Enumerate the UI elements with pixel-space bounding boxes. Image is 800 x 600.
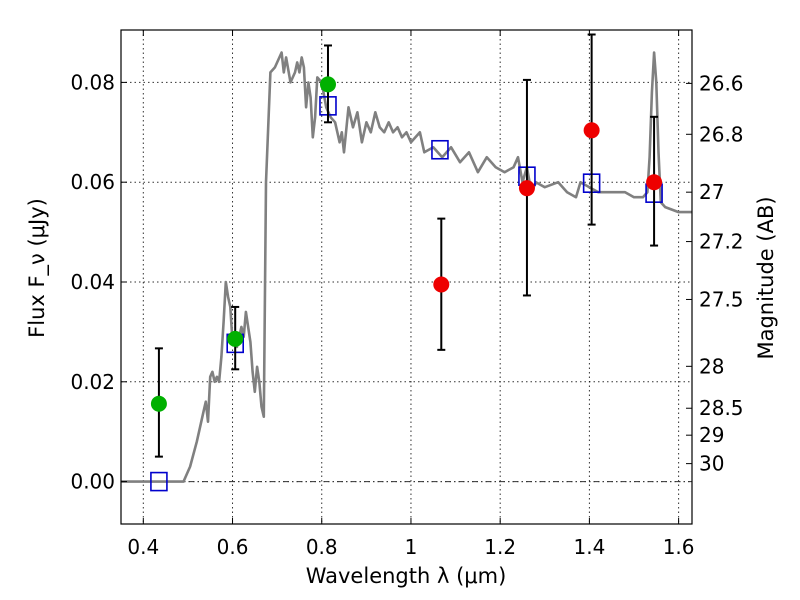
y-tick-label: 0.08	[70, 70, 115, 94]
plot-frame	[120, 29, 693, 525]
y-tick-label: 0.00	[70, 470, 115, 494]
right-tick-label: 26.6	[699, 71, 744, 95]
right-tick-label: 30	[699, 452, 724, 476]
right-tick-label: 28	[699, 354, 724, 378]
x-tick-label: 1.6	[663, 535, 695, 559]
optical-detection-point	[150, 395, 167, 412]
y-tick-label: 0.02	[70, 370, 115, 394]
y-axis-ticks: 0.00 0.02 0.04 0.06 0.08	[70, 70, 127, 494]
x-tick-label: 1.4	[573, 535, 605, 559]
right-tick-label: 27.5	[699, 287, 744, 311]
right-tick-label: 29	[699, 423, 724, 447]
x-axis-title: Wavelength λ (μm)	[306, 564, 507, 588]
right-tick-label: 27.2	[699, 230, 744, 254]
x-tick-label: 0.4	[127, 535, 159, 559]
nir-detection-point	[646, 174, 663, 191]
y-tick-label: 0.06	[70, 170, 115, 194]
x-tick-label: 1	[405, 535, 418, 559]
model-photometry-point	[431, 139, 449, 160]
nir-detection-point	[518, 180, 535, 197]
model-photometry-point	[150, 471, 168, 492]
x-tick-label: 0.8	[306, 535, 338, 559]
x-tick-label: 0.6	[217, 535, 249, 559]
nir-detection-point	[583, 122, 600, 139]
y-tick-label: 0.04	[70, 270, 115, 294]
optical-detection-point	[227, 330, 244, 347]
right-tick-label: 26.8	[699, 122, 744, 146]
right-axis-ticks: 26.6 26.8 27 27.2 27.5 28 28.5 29 30	[686, 71, 744, 476]
plot-area	[121, 33, 692, 492]
right-tick-label: 28.5	[699, 396, 744, 420]
x-axis-ticks: 0.4 0.6 0.8 1 1.2 1.4 1.6	[127, 30, 695, 559]
nir-detection-point	[433, 276, 450, 293]
right-axis-title: Magnitude (AB)	[754, 196, 778, 359]
right-tick-label: 27	[699, 180, 724, 204]
optical-detection-point	[319, 76, 336, 93]
x-tick-label: 1.2	[484, 535, 516, 559]
y-axis-title: Flux F_ν (μJy)	[25, 198, 50, 338]
